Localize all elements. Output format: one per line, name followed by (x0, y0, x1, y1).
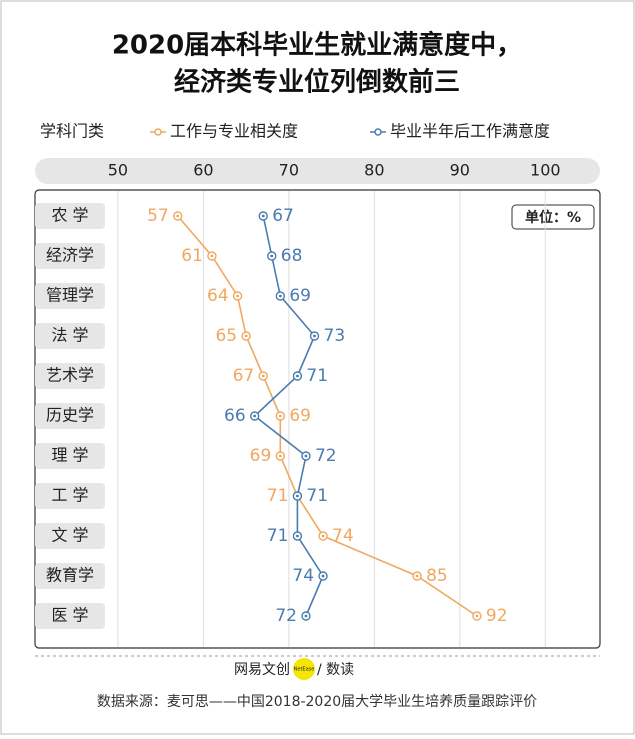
point-dot (270, 254, 274, 258)
category-label: 工 学 (51, 486, 88, 505)
point-dot (278, 294, 282, 298)
x-tick-label: 80 (364, 161, 384, 180)
point-dot (475, 614, 479, 618)
category-label: 艺术学 (46, 366, 94, 385)
axis-band (35, 158, 600, 184)
data-label: 64 (207, 286, 229, 306)
data-label: 72 (275, 606, 297, 626)
data-label: 92 (486, 606, 508, 626)
category-label: 法 学 (51, 326, 88, 345)
data-label: 74 (292, 566, 314, 586)
category-box (35, 243, 105, 269)
category-label: 农 学 (51, 206, 88, 225)
point-dot (176, 214, 180, 218)
category-axis-title: 学科门类 (40, 122, 104, 141)
category-box (35, 443, 105, 469)
data-label: 71 (267, 526, 289, 546)
category-box (35, 283, 105, 309)
brand-badge: NetEase (294, 667, 315, 673)
category-box (35, 363, 105, 389)
data-label: 72 (315, 446, 337, 466)
x-tick-label: 90 (450, 161, 470, 180)
category-label: 教育学 (46, 566, 94, 585)
point-dot (261, 374, 265, 378)
point-dot (304, 614, 308, 618)
x-tick-label: 100 (530, 161, 561, 180)
point-dot (296, 534, 299, 538)
point-dot (253, 414, 257, 418)
x-tick-label: 70 (279, 161, 299, 180)
data-label: 65 (215, 326, 237, 346)
data-label: 61 (181, 246, 203, 266)
chart-title: 2020届本科毕业生就业满意度中， (112, 30, 522, 61)
point-dot (296, 374, 299, 378)
point-dot (244, 334, 248, 338)
point-dot (210, 254, 214, 258)
point-dot (236, 294, 239, 298)
x-tick-label: 60 (193, 161, 213, 180)
point-dot (304, 454, 308, 458)
category-label: 经济学 (46, 246, 94, 265)
category-label: 历史学 (46, 406, 94, 425)
data-label: 68 (281, 246, 303, 266)
chart-subtitle: 经济类专业位列倒数前三 (174, 67, 460, 98)
category-label: 文 学 (51, 526, 88, 545)
category-box (35, 403, 105, 429)
data-label: 67 (233, 366, 255, 386)
unit-box (511, 204, 595, 230)
point-dot (261, 214, 265, 218)
category-box (35, 523, 105, 549)
category-box (35, 563, 105, 589)
data-label: 74 (332, 526, 354, 546)
category-box (35, 483, 105, 509)
category-box (35, 203, 105, 229)
point-dot (313, 334, 316, 338)
data-label: 69 (289, 406, 311, 426)
brand: 网易文创 (234, 662, 290, 678)
category-label: 医 学 (51, 606, 88, 625)
legend-marker (374, 128, 382, 136)
point-dot (321, 574, 325, 578)
source: 数据来源：麦可思——中国2018-2020届大学毕业生培养质量跟踪评价 (97, 694, 537, 710)
data-label: 69 (250, 446, 272, 466)
data-label: 73 (324, 326, 346, 346)
data-label: 85 (426, 566, 448, 586)
category-box (35, 323, 105, 349)
category-box (35, 603, 105, 629)
data-label: 57 (147, 206, 169, 226)
category-label: 管理学 (46, 286, 94, 305)
data-label: 67 (272, 206, 294, 226)
point-dot (296, 494, 299, 498)
legend-label: 毕业半年后工作满意度 (390, 122, 550, 141)
category-label: 理 学 (51, 446, 88, 465)
point-dot (278, 454, 282, 458)
point-dot (415, 574, 419, 578)
plot-frame (34, 189, 601, 649)
data-label: 71 (306, 366, 328, 386)
point-dot (321, 534, 325, 538)
brand-badge-bg (293, 658, 315, 680)
x-tick-label: 50 (108, 161, 128, 180)
legend-label: 工作与专业相关度 (170, 122, 298, 141)
data-label: 66 (224, 406, 246, 426)
data-label: 69 (289, 286, 311, 306)
point-dot (278, 414, 282, 418)
data-label: 71 (267, 486, 289, 506)
data-label: 71 (306, 486, 328, 506)
unit-label: 单位：% (525, 209, 581, 226)
legend-marker (154, 128, 162, 136)
brand-sub: / 数读 (317, 661, 354, 678)
